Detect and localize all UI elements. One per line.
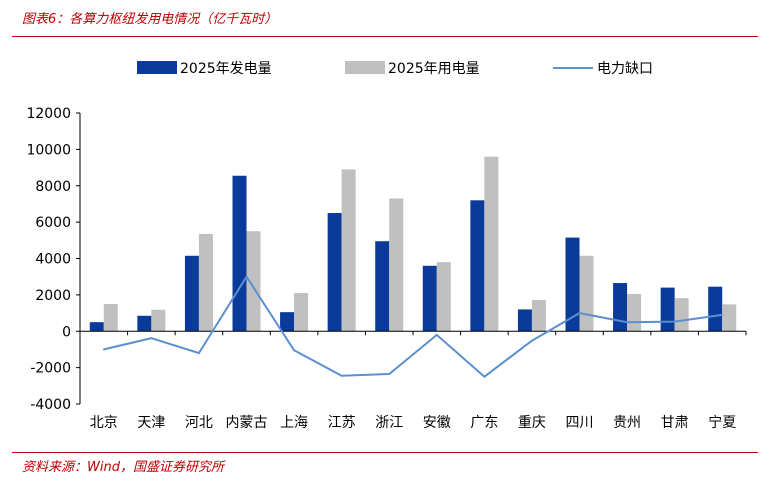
bar-generation: [327, 213, 342, 332]
bar-generation: [565, 237, 580, 332]
legend-swatch: [137, 61, 177, 74]
y-tick-label: 6000: [35, 215, 71, 231]
y-tick-label: -2000: [30, 361, 71, 377]
x-tick-label: 重庆: [518, 415, 546, 431]
legend-label: 2025年用电量: [388, 61, 480, 77]
legend-swatch: [345, 61, 385, 74]
bar-generation: [613, 283, 628, 332]
bar-generation: [89, 322, 104, 332]
bar-consumption: [627, 293, 642, 332]
line-point: [721, 314, 724, 316]
line-gap: [103, 274, 723, 378]
x-tick-label: 内蒙古: [226, 415, 268, 431]
line-point: [245, 275, 248, 278]
line-point: [198, 352, 200, 354]
bar-consumption: [579, 255, 594, 332]
line-point: [340, 375, 343, 377]
bar-consumption: [674, 298, 689, 332]
bar-generation: [280, 312, 295, 332]
source-note: 资料来源：Wind，国盛证券研究所: [22, 460, 224, 475]
bar-generation: [517, 309, 532, 332]
x-tick-label: 广东: [470, 415, 498, 431]
y-tick-label: 12000: [26, 106, 71, 122]
bar-consumption: [722, 304, 737, 332]
x-tick-label: 贵州: [613, 415, 641, 431]
line-point: [483, 375, 486, 378]
title-rule: [12, 36, 758, 37]
figure-title: 图表6：各算力枢纽发用电情况（亿千瓦时）: [22, 12, 278, 27]
bar-generation: [708, 286, 723, 332]
bar-consumption: [484, 156, 499, 332]
y-tick-label: 0: [62, 324, 71, 340]
y-tick-label: 2000: [35, 288, 71, 304]
bar-generation: [232, 175, 247, 332]
line-point: [102, 348, 105, 351]
legend-label: 2025年发电量: [180, 61, 272, 77]
bar-consumption: [531, 299, 546, 332]
x-tick-label: 河北: [185, 415, 213, 431]
x-tick-label: 浙江: [375, 415, 403, 431]
bar-consumption: [151, 309, 166, 332]
x-tick-label: 宁夏: [708, 414, 736, 431]
bar-consumption: [341, 169, 356, 332]
line-point: [626, 321, 628, 323]
x-tick-label: 上海: [280, 415, 308, 431]
bar-generation: [375, 241, 390, 332]
x-axis: [79, 330, 747, 336]
x-axis-labels: 北京 天津 河北 内蒙古 上海 江苏 浙江 安徽 广东 重庆 四川 贵州 甘肃 宁夏: [90, 414, 736, 431]
y-axis: 12000 10000 8000 6000 4000 2000 0 -2000 -4000: [26, 106, 81, 413]
bar-generation: [184, 255, 199, 332]
line-point: [578, 312, 581, 314]
line-point: [150, 337, 153, 339]
line-point: [531, 339, 533, 342]
line-point: [293, 349, 295, 352]
bar-generation: [470, 200, 485, 332]
line-point: [388, 373, 391, 375]
line-point: [435, 334, 438, 336]
x-tick-label: 甘肃: [661, 415, 689, 431]
bars: [89, 156, 737, 332]
legend: 2025年发电量 2025年用电量 电力缺口: [137, 61, 653, 77]
x-tick-label: 北京: [90, 415, 118, 431]
legend-label: 电力缺口: [597, 61, 653, 77]
x-tick-label: 江苏: [328, 415, 356, 431]
y-tick-label: 4000: [35, 252, 71, 268]
bar-generation: [660, 287, 675, 332]
bar-generation: [422, 265, 437, 332]
y-tick-label: -4000: [30, 397, 71, 413]
source-rule: [12, 452, 758, 453]
line-point: [673, 320, 676, 323]
x-tick-label: 安徽: [423, 415, 451, 431]
x-tick-label: 天津: [137, 415, 165, 431]
bar-generation: [137, 315, 152, 332]
gap-line: [102, 274, 724, 378]
bar-consumption: [103, 303, 118, 332]
y-tick-label: 10000: [26, 142, 71, 158]
bar-consumption: [198, 233, 213, 332]
bar-consumption: [246, 231, 261, 332]
bar-consumption: [389, 198, 404, 332]
bar-consumption: [294, 293, 309, 332]
x-tick-label: 四川: [566, 415, 594, 431]
bar-consumption: [436, 262, 451, 332]
y-tick-label: 8000: [35, 179, 71, 195]
